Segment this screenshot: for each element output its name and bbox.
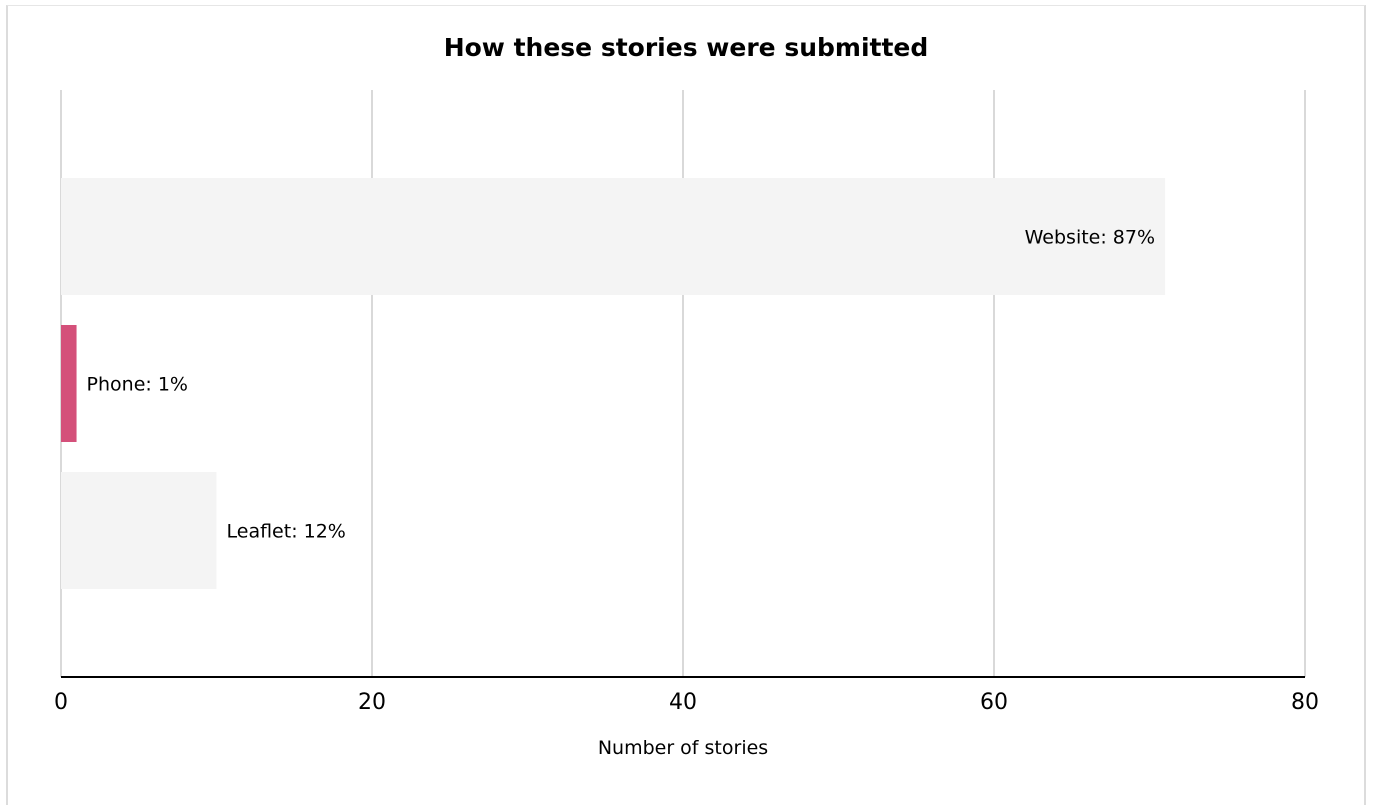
x-tick-label-60: 60 <box>980 690 1008 715</box>
bar-label-website: Website: 87% <box>1025 227 1155 249</box>
bar-label-phone: Phone: 1% <box>87 374 188 396</box>
x-tick-label-40: 40 <box>669 690 697 715</box>
x-tick-label-80: 80 <box>1291 690 1319 715</box>
x-tick-labels: 0 20 40 60 80 <box>54 690 1319 715</box>
bar-phone <box>61 325 77 442</box>
bar-leaflet <box>61 472 217 589</box>
x-tick-label-20: 20 <box>358 690 386 715</box>
chart-title: How these stories were submitted <box>444 33 929 62</box>
bar-labels: Website: 87% Phone: 1% Leaflet: 12% <box>87 227 1156 543</box>
bar-label-leaflet: Leaflet: 12% <box>227 521 346 543</box>
chart-frame <box>6 5 1366 805</box>
bar-website <box>61 178 1166 295</box>
x-axis-label: Number of stories <box>598 737 768 759</box>
bars <box>61 178 1166 589</box>
x-tick-label-0: 0 <box>54 690 68 715</box>
